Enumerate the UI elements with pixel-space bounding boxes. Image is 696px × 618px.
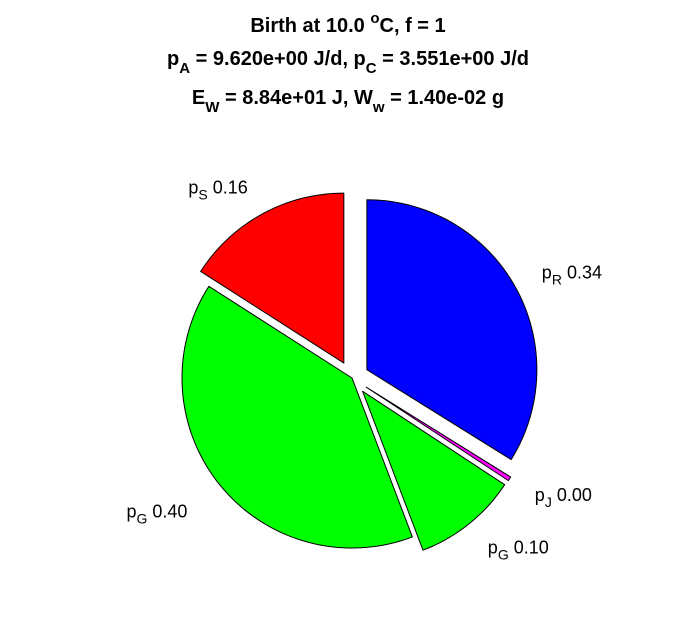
slice-label-pj-1: pJ 0.00	[535, 485, 592, 510]
pie-slice-pr-0	[366, 199, 538, 461]
slice-label-pg-3: pG 0.40	[126, 502, 187, 527]
pie-slice-pj-1	[365, 386, 512, 482]
pie-slice-pg-3	[181, 285, 413, 549]
pie-slice-pg-2	[362, 390, 506, 551]
slice-label-pg-2: pG 0.10	[488, 537, 549, 562]
chart-title-line: EW = 8.84e+01 J, Ww = 1.40e-02 g	[192, 87, 504, 116]
pie-slices	[181, 192, 538, 551]
slice-label-ps-4: pS 0.16	[188, 178, 247, 203]
pie-slice-ps-4	[200, 192, 345, 364]
slice-labels: pR 0.34 pJ 0.00 pG 0.10 pG 0.40 pS 0.16	[126, 178, 602, 563]
chart-title-line: pA = 9.620e+00 J/d, pC = 3.551e+00 J/d	[167, 48, 529, 77]
chart-title: Birth at 10.0 oC, f = 1 pA = 9.620e+00 J/…	[167, 10, 529, 116]
chart-title-line: Birth at 10.0 oC, f = 1	[250, 10, 445, 37]
slice-label-pr-0: pR 0.34	[542, 263, 602, 288]
